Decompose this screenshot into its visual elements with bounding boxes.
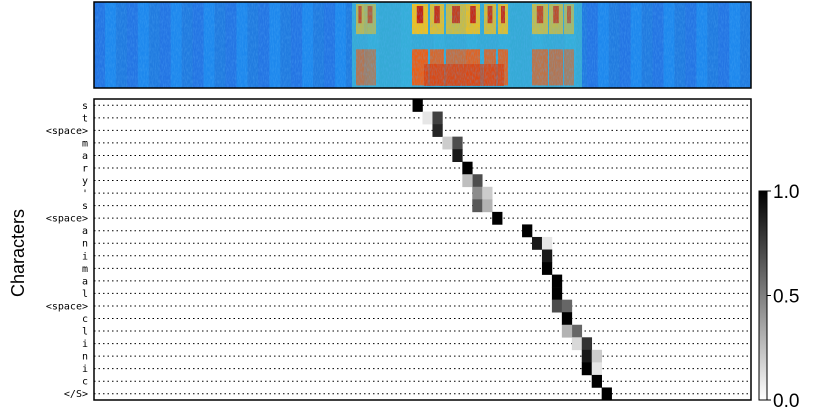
alignment-cell (551, 287, 563, 300)
alignment-cell (522, 224, 533, 238)
character-tick-label: l (82, 327, 88, 338)
alignment-cell (442, 136, 453, 150)
alignment-cell (551, 274, 563, 288)
alignment-cell (551, 299, 563, 313)
character-tick-label: s (82, 201, 88, 212)
alignment-cell (561, 312, 573, 326)
character-tick-label: n (82, 352, 88, 363)
colorbar: 1.0 0.5 0.0 (758, 182, 799, 408)
character-tick-label: <space> (46, 301, 88, 312)
alignment-cell (571, 324, 583, 338)
alignment-cell (591, 374, 602, 388)
character-tick-labels: st<space>mary's<space>animal<space>clini… (46, 101, 88, 400)
alignment-cell (472, 174, 483, 188)
alignment-cell (571, 337, 583, 351)
alignment-cell (412, 99, 423, 112)
spectrogram-panel (93, 1, 752, 89)
character-tick-label: m (82, 264, 88, 275)
character-tick-label: n (82, 239, 88, 250)
colorbar-tick-label: 1.0 (773, 182, 799, 203)
colorbar-tick-label: 0.0 (773, 391, 799, 408)
alignment-cell (581, 362, 593, 376)
character-tick-label: s (82, 101, 88, 112)
alignment-cell (422, 111, 433, 125)
alignment-cell (462, 174, 473, 188)
colorbar-tick-label: 0.5 (773, 287, 799, 308)
alignment-cell (452, 136, 463, 150)
alignment-cell (581, 349, 593, 363)
alignment-plot: st<space>mary's<space>animal<space>clini… (46, 98, 752, 401)
alignment-cell (462, 161, 473, 175)
alignment-cells (412, 99, 612, 401)
character-tick-label: t (82, 113, 88, 124)
alignment-cell (492, 211, 503, 225)
alignment-cell (541, 262, 553, 275)
character-tick-label: <space> (46, 126, 88, 137)
character-tick-label: c (82, 377, 88, 388)
character-tick-label: i (82, 339, 88, 350)
alignment-cell (472, 199, 483, 213)
colorbar-ticks: 1.0 0.5 0.0 (767, 182, 799, 408)
character-tick-label: i (82, 251, 88, 262)
plot-background (94, 99, 751, 400)
character-tick-label: m (82, 138, 88, 149)
alignment-cell (541, 249, 553, 263)
alignment-cell (482, 186, 493, 200)
alignment-cell (561, 299, 573, 313)
alignment-cell (591, 349, 602, 363)
alignment-cell (561, 324, 573, 338)
character-tick-label: ' (82, 189, 88, 200)
spectrogram-frame (93, 1, 752, 89)
character-tick-label: </S> (64, 389, 88, 400)
y-axis-title: Characters (8, 209, 28, 297)
alignment-cell (482, 199, 493, 213)
character-tick-label: r (82, 163, 88, 174)
alignment-cell (532, 236, 543, 250)
colorbar-gradient (758, 190, 768, 401)
character-tick-label: i (82, 364, 88, 375)
alignment-cell (432, 111, 443, 125)
alignment-cell (581, 337, 593, 351)
alignment-cell (591, 362, 602, 376)
row-gridlines (94, 104, 751, 395)
character-tick-label: y (82, 176, 88, 187)
alignment-cell (432, 124, 443, 137)
plot-frame (93, 98, 752, 401)
character-tick-label: a (82, 226, 88, 237)
character-tick-label: <space> (46, 214, 88, 225)
alignment-cell (472, 186, 483, 200)
character-tick-label: l (82, 289, 88, 300)
character-tick-label: c (82, 314, 88, 325)
alignment-cell (601, 387, 612, 401)
alignment-cell (452, 149, 463, 163)
character-tick-label: a (82, 276, 88, 287)
character-tick-label: a (82, 151, 88, 162)
alignment-cell (541, 236, 553, 250)
